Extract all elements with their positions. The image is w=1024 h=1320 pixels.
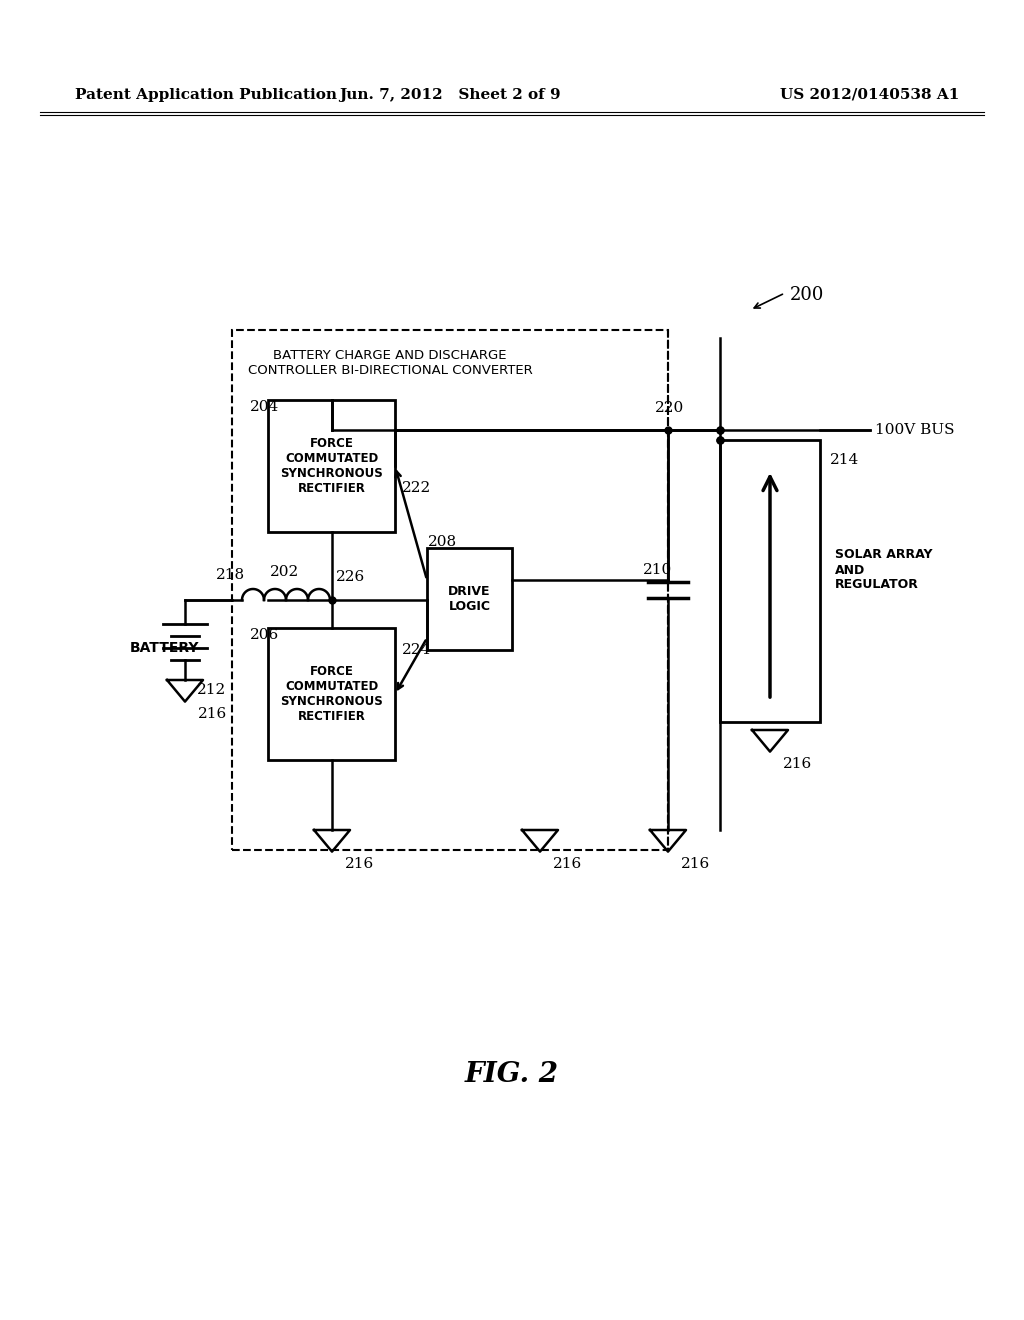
Text: 216: 216 [198, 706, 227, 721]
Text: 206: 206 [250, 628, 280, 642]
Text: 100V BUS: 100V BUS [874, 422, 954, 437]
Text: 210: 210 [643, 564, 672, 577]
Text: SOLAR ARRAY
AND
REGULATOR: SOLAR ARRAY AND REGULATOR [835, 549, 933, 591]
Text: Patent Application Publication: Patent Application Publication [75, 88, 337, 102]
Text: 214: 214 [830, 453, 859, 467]
Text: 202: 202 [270, 565, 299, 579]
Text: US 2012/0140538 A1: US 2012/0140538 A1 [780, 88, 959, 102]
Text: FIG. 2: FIG. 2 [465, 1061, 559, 1089]
Text: 222: 222 [402, 480, 431, 495]
Text: 220: 220 [655, 401, 684, 414]
Text: 224: 224 [402, 643, 431, 657]
Text: 218: 218 [216, 568, 245, 582]
Text: 216: 216 [681, 857, 711, 871]
Text: 216: 216 [345, 857, 374, 871]
Text: 212: 212 [197, 682, 226, 697]
Text: FORCE
COMMUTATED
SYNCHRONOUS
RECTIFIER: FORCE COMMUTATED SYNCHRONOUS RECTIFIER [281, 665, 383, 723]
Text: 216: 216 [783, 756, 812, 771]
Text: 200: 200 [790, 286, 824, 304]
Text: DRIVE
LOGIC: DRIVE LOGIC [449, 585, 490, 612]
Text: BATTERY CHARGE AND DISCHARGE
CONTROLLER BI-DIRECTIONAL CONVERTER: BATTERY CHARGE AND DISCHARGE CONTROLLER … [248, 348, 532, 378]
Text: Jun. 7, 2012   Sheet 2 of 9: Jun. 7, 2012 Sheet 2 of 9 [339, 88, 561, 102]
Text: 216: 216 [553, 857, 583, 871]
Text: 226: 226 [336, 570, 366, 583]
Text: BATTERY: BATTERY [130, 642, 200, 655]
Text: 204: 204 [250, 400, 280, 414]
Text: FORCE
COMMUTATED
SYNCHRONOUS
RECTIFIER: FORCE COMMUTATED SYNCHRONOUS RECTIFIER [281, 437, 383, 495]
Text: 208: 208 [428, 535, 457, 549]
